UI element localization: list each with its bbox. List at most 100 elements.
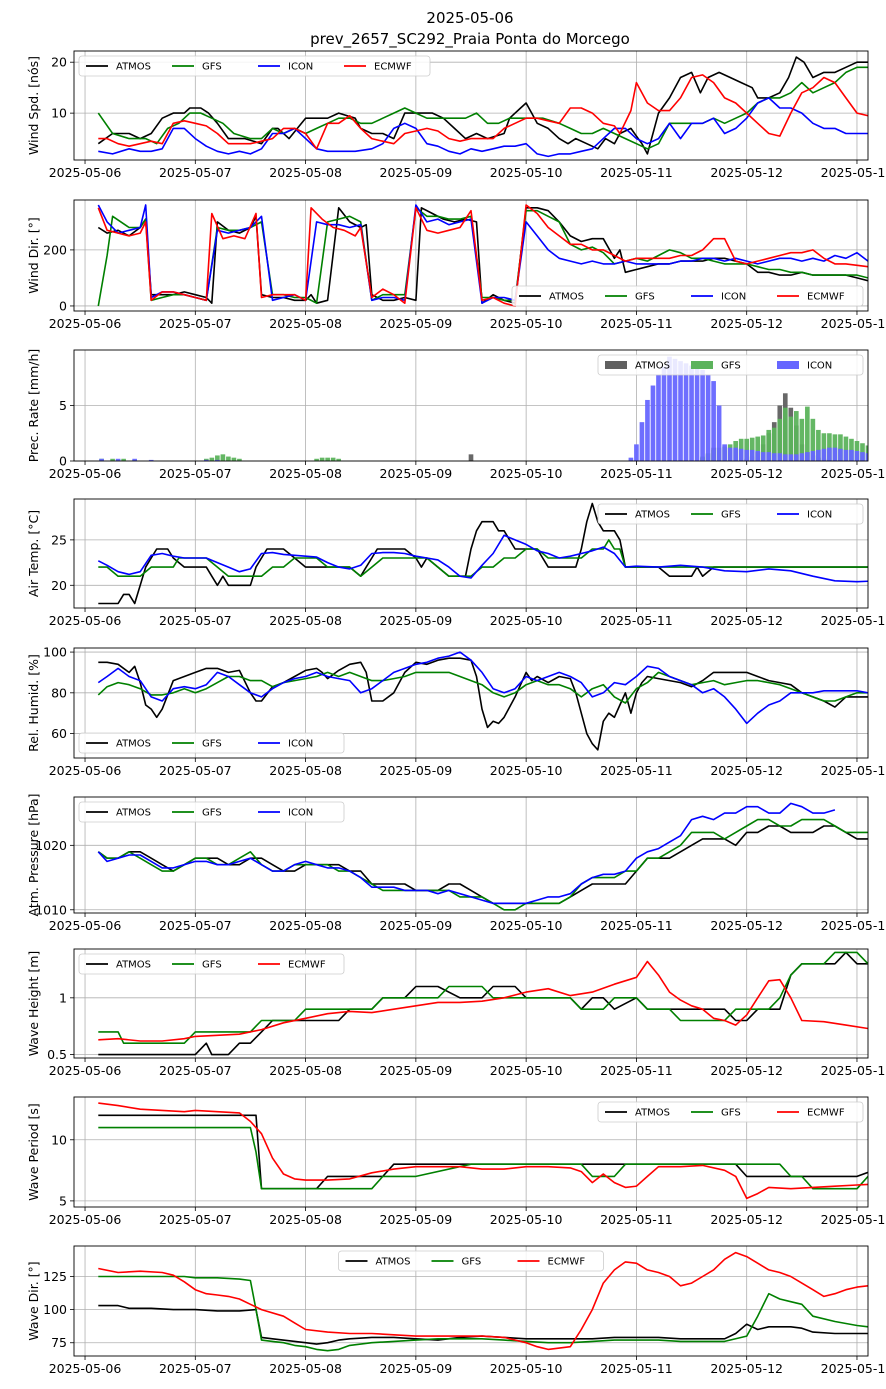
- bar: [794, 454, 799, 461]
- x-tick-label: 2025-05-13: [821, 165, 886, 180]
- x-tick-label: 2025-05-08: [269, 1212, 342, 1227]
- panel-8: 2025-05-06 2025-05-07 2025-05-08 2025-05-09…: [26, 1096, 886, 1227]
- axes-frame: [73, 498, 869, 609]
- bar: [110, 458, 115, 461]
- series-line-gfs: [97, 671, 868, 704]
- series-line-icon: [97, 534, 868, 583]
- x-tick-label: 2025-05-07: [159, 1212, 232, 1227]
- y-tick-labels: 60 80 100: [43, 645, 74, 741]
- bar: [827, 447, 832, 461]
- panel-9: 2025-05-06 2025-05-07 2025-05-08 2025-05-09…: [26, 1245, 886, 1376]
- plot-area: [97, 56, 868, 158]
- x-tick-label: 2025-05-12: [710, 918, 783, 933]
- bar: [810, 418, 816, 461]
- x-tick-label: 2025-05-12: [710, 165, 783, 180]
- x-tick-label: 2025-05-07: [159, 316, 232, 331]
- panel-4: 2025-05-06 2025-05-07 2025-05-08 2025-05-09…: [26, 498, 886, 628]
- x-tick-labels: 2025-05-06 2025-05-07 2025-05-08 2025-05-09…: [49, 608, 886, 628]
- bar: [843, 436, 849, 461]
- bar: [148, 459, 154, 461]
- y-tick-label: 80: [51, 685, 67, 700]
- x-tick-label: 2025-05-08: [269, 466, 342, 481]
- bar: [860, 452, 865, 461]
- x-tick-label: 2025-05-06: [49, 918, 122, 933]
- bar: [716, 405, 722, 461]
- legend: ATMOS GFS ICON: [78, 732, 345, 754]
- x-tick-label: 2025-05-11: [600, 1212, 673, 1227]
- x-tick-label: 2025-05-11: [600, 316, 673, 331]
- legend-label: ATMOS: [635, 361, 670, 372]
- axes-frame: [73, 1245, 869, 1357]
- legend: ATMOS GFS ECMWF: [338, 1250, 604, 1272]
- series-line-atmos: [98, 1304, 868, 1345]
- series-line-ecmwf: [98, 1102, 868, 1200]
- series-line-icon: [97, 204, 868, 305]
- bar: [209, 457, 215, 461]
- legend: ATMOS GFS ICON ECMWF: [78, 55, 431, 77]
- series-line-ecmwf: [97, 204, 868, 307]
- bar: [628, 457, 634, 461]
- x-tick-label: 2025-05-12: [710, 613, 783, 628]
- x-tick-label: 2025-05-06: [49, 763, 122, 778]
- figure-title-line2: prev_2657_SC292_Praia Ponta do Morcego: [310, 30, 630, 49]
- x-tick-label: 2025-05-08: [269, 763, 342, 778]
- bar: [204, 459, 209, 461]
- bar: [727, 447, 733, 461]
- x-tick-label: 2025-05-09: [380, 1361, 453, 1376]
- bar: [827, 433, 832, 461]
- legend-label: ATMOS: [635, 1108, 670, 1119]
- bar: [330, 457, 336, 461]
- legend-label: ECMWF: [288, 960, 326, 971]
- y-tick-label: 60: [51, 726, 67, 741]
- x-tick-label: 2025-05-10: [490, 1063, 563, 1078]
- bar: [314, 458, 319, 461]
- y-tick-labels: 10 20: [51, 55, 74, 121]
- x-tick-label: 2025-05-09: [380, 1063, 453, 1078]
- legend-label: ICON: [288, 62, 313, 73]
- x-tick-label: 2025-05-10: [490, 1212, 563, 1227]
- legend-label: ECMWF: [807, 1108, 845, 1119]
- bar: [854, 451, 860, 461]
- legend-label: ATMOS: [376, 1257, 411, 1268]
- y-tick-label: 100: [43, 1302, 67, 1317]
- x-tick-label: 2025-05-06: [49, 613, 122, 628]
- bar: [226, 456, 231, 461]
- x-tick-label: 2025-05-13: [821, 316, 886, 331]
- x-tick-label: 2025-05-12: [710, 1063, 783, 1078]
- y-axis-label: Wind Spd. [nós]: [26, 56, 41, 155]
- bar: [865, 453, 868, 461]
- bar: [771, 453, 777, 461]
- bar: [810, 451, 816, 461]
- legend-label: GFS: [721, 361, 741, 372]
- x-tick-label: 2025-05-07: [159, 1361, 232, 1376]
- bar: [871, 454, 876, 461]
- y-axis-label: Prec. Rate [mm/h]: [26, 349, 41, 463]
- bar: [760, 452, 766, 461]
- x-tick-label: 2025-05-09: [380, 1212, 453, 1227]
- x-tick-label: 2025-05-12: [710, 763, 783, 778]
- plot-area: [97, 204, 868, 307]
- y-tick-label: 10: [51, 106, 67, 121]
- axes-frame: [73, 199, 869, 312]
- bar: [816, 429, 821, 461]
- series-line-gfs: [98, 1126, 868, 1190]
- x-tick-label: 2025-05-07: [159, 1063, 232, 1078]
- bar: [231, 457, 237, 461]
- bar: [799, 418, 805, 461]
- legend-label: GFS: [635, 292, 655, 303]
- x-tick-label: 2025-05-09: [380, 316, 453, 331]
- series-line-ecmwf: [98, 74, 868, 150]
- bar: [755, 436, 761, 461]
- x-tick-labels: 2025-05-06 2025-05-07 2025-05-08 2025-05-09…: [49, 1207, 886, 1227]
- x-tick-label: 2025-05-11: [600, 165, 673, 180]
- bar: [738, 448, 744, 461]
- bar: [220, 454, 226, 461]
- x-tick-label: 2025-05-13: [821, 1212, 886, 1227]
- legend: ATMOS GFS ECMWF: [597, 1101, 864, 1123]
- x-tick-label: 2025-05-10: [490, 165, 563, 180]
- bar: [766, 452, 772, 461]
- y-tick-label: 0: [59, 298, 67, 313]
- y-tick-label: 1: [59, 990, 67, 1005]
- legend-label: ECMWF: [807, 292, 845, 303]
- x-tick-label: 2025-05-08: [269, 1063, 342, 1078]
